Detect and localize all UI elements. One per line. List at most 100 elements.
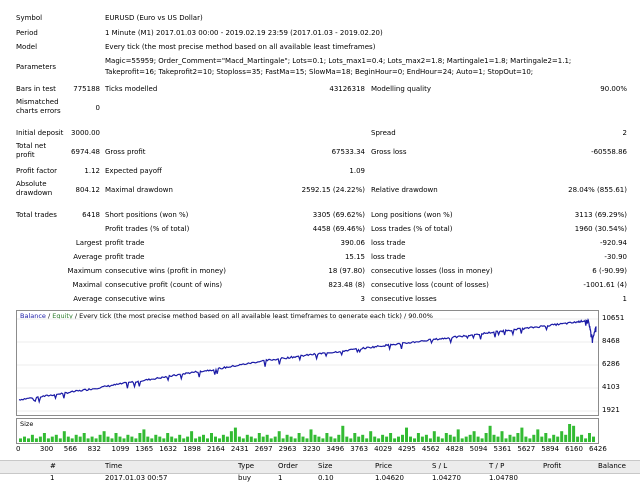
x-tick-label: 3763 [350,445,369,453]
x-tick-label: 4295 [398,445,416,453]
column-header[interactable]: Balance [598,462,626,470]
chart-legend: Balance / Equity / Every tick (the most … [20,311,433,321]
x-tick-label: 3230 [302,445,321,453]
volume-bar [146,436,150,442]
x-tick-label: 1898 [183,445,201,453]
volume-bar [229,431,233,442]
trades-table-header: # Time Type Order Size Price S / L T / P Profit B… [0,460,640,474]
volume-bar [206,438,209,442]
legend-balance: Balance [20,312,46,320]
value-model: Every tick (the most precise method base… [105,43,376,51]
column-header[interactable]: Profit [543,462,562,470]
volume-bar [424,434,428,442]
volume-bar [413,438,416,442]
value-deposit: 3000.00 [71,129,100,137]
label-ticks: Ticks modelled [105,85,158,93]
label-maximal-loss: consecutive loss (count of losses) [371,281,489,289]
volume-bar [98,434,102,442]
volume-bar [233,427,237,442]
label-maximal: Maximal [72,281,102,289]
volume-bar [58,438,62,442]
volume-bar [349,438,353,442]
volume-bar [114,433,118,442]
volume-bar [576,436,580,442]
volume-bar [325,433,329,442]
volume-bar [373,436,377,442]
column-header[interactable]: Size [318,462,333,470]
volume-bar [436,436,440,442]
volume-bar [138,433,142,442]
volume-bar [23,436,26,442]
column-header[interactable]: # [50,462,56,470]
value-max-drawdown: 2592.15 (24.22%) [301,186,365,194]
volume-bar [580,434,584,442]
x-tick-label: 5361 [493,445,512,453]
volume-bar [357,436,361,442]
value-quality: 90.00% [600,85,627,93]
volume-plot [19,424,595,442]
volume-bar [253,438,257,442]
x-tick-label: 4029 [374,445,392,453]
table-cell: 1.04620 [375,474,404,482]
volume-bar [118,436,122,442]
volume-bar [416,433,420,442]
label-quality: Modelling quality [371,85,431,93]
volume-bar [420,436,424,442]
label-gross-loss: Gross loss [371,148,407,156]
volume-bar [321,438,325,442]
table-cell: 0.10 [318,474,334,482]
volume-bar [110,438,114,442]
volume-bar [428,438,432,442]
volume-bar [381,434,385,442]
label-spread: Spread [371,129,396,137]
column-header[interactable]: T / P [489,462,505,470]
volume-bar [337,434,341,442]
x-tick-label: 2697 [254,445,273,453]
balance-line [18,318,597,405]
table-cell: 1.04270 [432,474,461,482]
value-maximal-profit: 823.48 (8) [328,281,365,289]
column-header[interactable]: S / L [432,462,448,470]
column-header[interactable]: Time [105,462,123,470]
volume-bar [221,434,225,442]
volume-bar [38,436,42,442]
volume-bar [214,436,217,442]
value-max-losses: 6 (-90.99) [592,267,627,275]
label-deposit: Initial deposit [16,129,64,137]
label-max-drawdown: Maximal drawdown [105,186,173,194]
legend-equity: Equity [52,312,73,320]
column-header[interactable]: Type [238,462,255,470]
y-tick-label: 10651 [602,314,625,322]
label-profit-trades: Profit trades (% of total) [105,225,190,233]
volume-bar [444,433,448,442]
label-symbol: Symbol [16,14,43,22]
value-net-profit: 6974.48 [71,148,100,156]
volume-bar [70,438,74,442]
label-rel-drawdown: Relative drawdown [371,186,438,194]
volume-bar [361,434,365,442]
volume-bar [476,436,480,442]
legend-description: / Every tick (the most precise method ba… [72,312,433,320]
size-label: Size [20,420,34,428]
label-maximal-profit: consecutive profit (count of wins) [105,281,223,289]
column-header[interactable]: Order [278,462,298,470]
column-header[interactable]: Price [375,462,393,470]
label-average-profit: profit trade [105,253,145,261]
table-row[interactable]: 1 2017.01.03 00:57 buy 1 0.10 1.04620 1.04270 1… [0,473,640,483]
volume-bar [94,438,98,442]
volume-bar [556,436,560,442]
value-bars: 775188 [73,85,100,93]
label-avg-losses: consecutive losses [371,295,437,303]
value-symbol: EURUSD (Euro vs US Dollar) [105,14,203,22]
volume-bar [524,436,528,442]
label-max-wins: consecutive wins (profit in money) [105,267,227,275]
table-cell: 1.04780 [489,474,518,482]
label-expected-payoff: Expected payoff [105,167,162,175]
label-mismatch: Mismatched charts errors [16,98,61,115]
value-profit-trades: 4458 (69.46%) [312,225,365,233]
volume-bar [500,431,504,442]
volume-bar [27,438,30,442]
volume-bar [484,433,488,442]
volume-bar [548,438,552,442]
volume-bar [389,433,393,442]
